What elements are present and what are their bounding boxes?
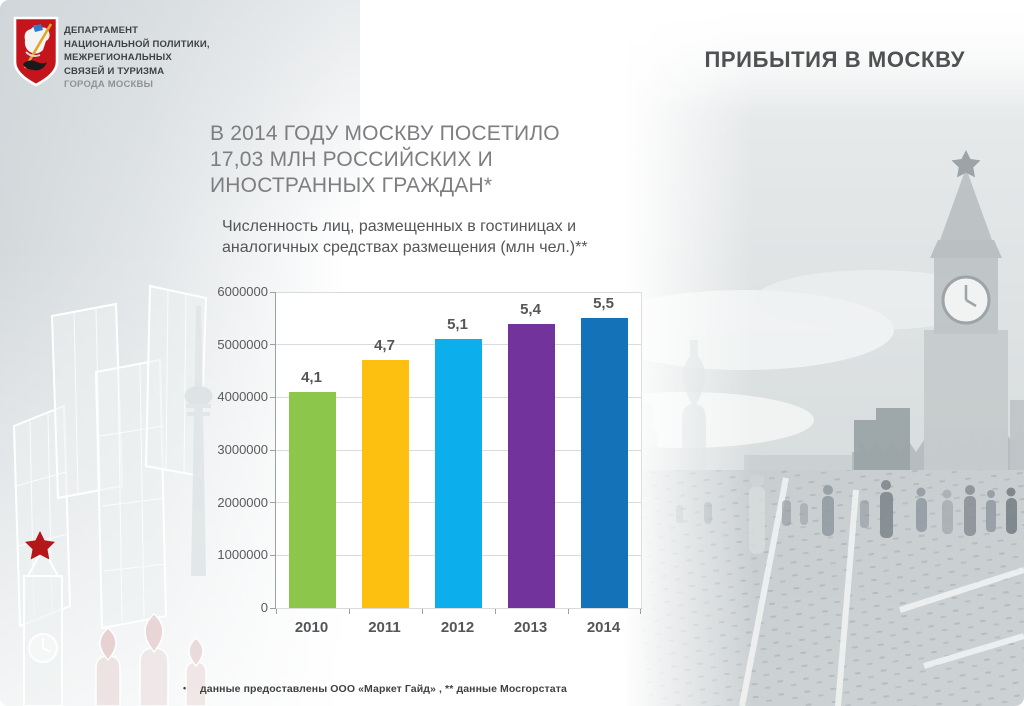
department-line: ДЕПАРТАМЕНТ xyxy=(64,25,139,36)
bar-chart: 0 1000000 2000000 3000000 4000000 5000000 6000… xyxy=(190,284,660,652)
slide-heading: В 2014 ГОДУ МОСКВУ ПОСЕТИЛО 17,03 МЛН РО… xyxy=(210,121,560,199)
y-axis-label: 4000000 xyxy=(217,389,268,405)
gridline-6000000 xyxy=(276,291,641,293)
bar-2012 xyxy=(435,339,482,608)
department-line: НАЦИОНАЛЬНОЙ ПОЛИТИКИ, xyxy=(64,38,210,50)
x-tick xyxy=(421,609,423,614)
department-name: ДЕПАРТАМЕНТ НАЦИОНАЛЬНОЙ ПОЛИТИКИ, МЕЖРЕ… xyxy=(64,24,210,92)
chart-plot-area xyxy=(270,291,642,614)
bar-value-2011: 4,7 xyxy=(374,337,395,355)
bar-2010 xyxy=(289,392,336,608)
y-tick xyxy=(270,344,276,346)
y-axis-label: 0 xyxy=(260,600,268,615)
department-line: МЕЖРЕГИОНАЛЬНЫХ xyxy=(64,52,172,64)
chart-caption-line: аналогичных средствах размещения (млн че… xyxy=(222,239,588,256)
footnote-text: данные предоставлены ООО «Маркет Гайд» ,… xyxy=(200,683,567,695)
y-axis-label: 5000000 xyxy=(217,336,268,352)
red-square-photo-art xyxy=(624,0,1024,706)
x-tick xyxy=(567,609,569,614)
gridline-0 xyxy=(276,607,641,609)
footnote: • данные предоставлены ООО «Маркет Гайд» … xyxy=(183,683,567,695)
x-axis-label-2013: 2013 xyxy=(513,619,548,636)
heading-line: 17,03 МЛН РОССИЙСКИХ И xyxy=(210,148,493,171)
x-axis-label-2011: 2011 xyxy=(368,619,401,636)
bar-value-2014: 5,5 xyxy=(593,295,614,313)
y-tick xyxy=(270,449,276,451)
heading-line: В 2014 ГОДУ МОСКВУ ПОСЕТИЛО xyxy=(210,122,560,145)
y-axis-label: 6000000 xyxy=(217,284,268,299)
bar-value-2013: 5,4 xyxy=(520,300,541,318)
chart-caption-line: Численность лиц, размещенных в гостиница… xyxy=(222,218,577,235)
bar-2013 xyxy=(508,323,555,608)
y-tick xyxy=(270,607,276,609)
x-tick xyxy=(494,609,496,614)
y-axis-label: 3000000 xyxy=(217,442,268,457)
y-tick xyxy=(270,502,276,504)
y-axis-label: 2000000 xyxy=(217,494,268,510)
red-square-photo xyxy=(624,0,1024,706)
y-tick xyxy=(270,291,276,293)
bar-value-2012: 5,1 xyxy=(447,316,468,334)
moscow-landmarks-outline xyxy=(0,276,240,706)
bar-2014 xyxy=(581,318,628,608)
red-star-icon xyxy=(25,531,55,560)
chart-y-axis: 0 1000000 2000000 3000000 4000000 5000000 6000… xyxy=(190,284,268,615)
moscow-landmarks-art xyxy=(12,284,213,706)
y-tick xyxy=(270,396,276,398)
y-axis-label: 1000000 xyxy=(217,547,268,563)
x-tick xyxy=(275,609,277,614)
x-axis-label-2010: 2010 xyxy=(294,619,329,636)
y-tick xyxy=(270,554,276,556)
department-line: СВЯЗЕЙ И ТУРИЗМА xyxy=(64,65,165,77)
x-tick xyxy=(348,609,350,614)
moscow-coat-of-arms-icon xyxy=(13,16,59,87)
footnote-bullet-icon: • xyxy=(183,683,187,693)
x-axis-label-2012: 2012 xyxy=(440,619,475,636)
x-axis-label-2014: 2014 xyxy=(586,619,621,636)
department-line-city: ГОРОДА МОСКВЫ xyxy=(64,79,154,91)
heading-line: ИНОСТРАННЫХ ГРАЖДАН* xyxy=(210,174,493,197)
page-title: ПРИБЫТИЯ В МОСКВУ xyxy=(704,47,965,72)
x-tick xyxy=(640,609,641,614)
bar-2011 xyxy=(362,360,409,608)
bar-value-2010: 4,1 xyxy=(301,369,322,387)
chart-caption: Численность лиц, размещенных в гостиница… xyxy=(222,216,588,258)
